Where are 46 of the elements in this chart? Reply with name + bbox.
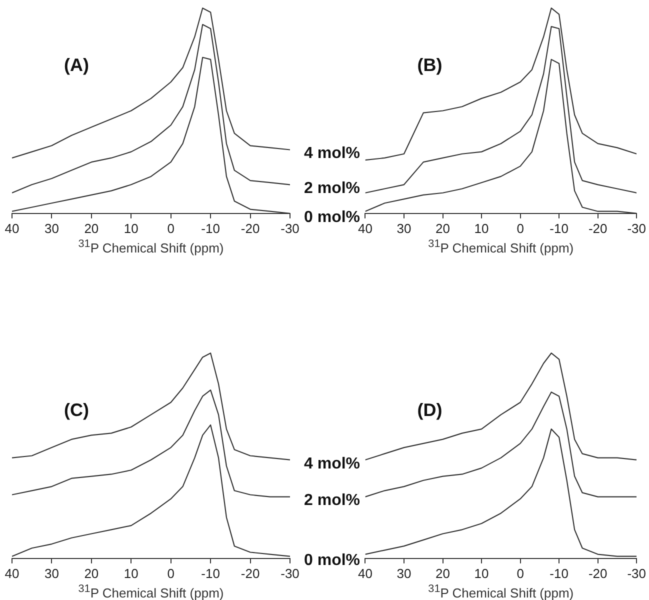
x-tick-label: 0 — [167, 566, 174, 581]
series-label: 4 mol% — [304, 145, 360, 162]
series-label: 2 mol% — [304, 180, 360, 198]
x-tick-label: 20 — [436, 220, 450, 236]
x-axis-title: $^{31}$P Chemical Shift (ppm) — [78, 238, 224, 256]
x-tick-label: 10 — [474, 220, 489, 236]
x-axis-title: $^{31}$P Chemical Shift (ppm) — [78, 583, 224, 600]
x-tick-label: 10 — [124, 566, 138, 581]
x-tick-label: 0 — [516, 566, 524, 581]
x-tick-label: 10 — [474, 566, 489, 581]
x-tick-label: 40 — [4, 220, 20, 236]
x-tick-label: 40 — [4, 566, 20, 581]
x-tick-label: 40 — [358, 220, 372, 236]
x-tick-label: -20 — [588, 566, 608, 581]
x-tick-label: -10 — [550, 220, 568, 236]
x-tick-label: 20 — [84, 566, 99, 581]
series-label: 0 mol% — [304, 552, 360, 569]
x-tick-label: -10 — [550, 566, 568, 581]
text: (C) — [64, 400, 89, 420]
text: (A) — [64, 54, 89, 75]
x-tick-label: 30 — [44, 220, 59, 236]
x-tick-label: 0 — [516, 220, 524, 236]
x-axis-title: $^{31}$P Chemical Shift (ppm) — [428, 238, 574, 256]
x-tick-label: -20 — [588, 220, 608, 236]
text: (D) — [417, 400, 442, 420]
x-tick-label: 30 — [396, 220, 412, 236]
x-tick-label: 30 — [44, 566, 59, 581]
x-tick-label: -10 — [201, 220, 220, 236]
series-label: 2 mol% — [304, 492, 360, 510]
x-tick-label: -30 — [280, 220, 300, 236]
x-tick-label: 20 — [84, 220, 99, 236]
x-tick-label: -30 — [627, 220, 646, 236]
x-tick-label: -20 — [240, 566, 260, 581]
x-axis-title: $^{31}$P Chemical Shift (ppm) — [428, 583, 574, 600]
x-tick-label: -20 — [240, 220, 260, 236]
x-tick-label: 20 — [436, 566, 450, 581]
x-tick-label: 30 — [396, 566, 412, 581]
x-tick-label: 10 — [124, 220, 138, 236]
x-tick-label: -30 — [627, 566, 646, 581]
text: (B) — [417, 54, 442, 75]
x-tick-label: 40 — [358, 566, 372, 581]
series-label: 4 mol% — [304, 455, 360, 472]
series-label: 0 mol% — [304, 208, 360, 226]
x-tick-label: -10 — [201, 566, 220, 581]
x-tick-label: 0 — [167, 220, 174, 236]
x-tick-label: -30 — [280, 566, 300, 581]
